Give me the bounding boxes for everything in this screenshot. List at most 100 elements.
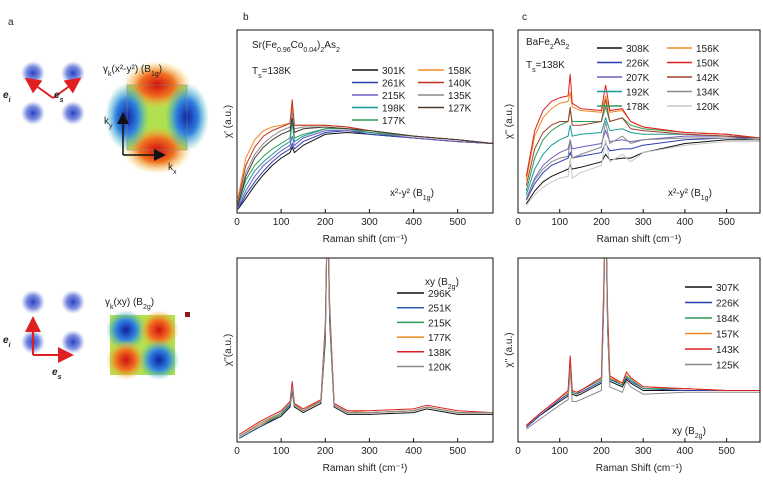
plot-lines [237, 99, 493, 210]
annotation: Ts=138K [526, 60, 565, 74]
plot-label-part: ) [703, 426, 706, 437]
plot-label-part: xy (B [425, 277, 448, 288]
legend-label: 142K [696, 73, 720, 84]
legend-label: 177K [382, 116, 406, 127]
diagram-a [21, 61, 209, 380]
plot-label-part: 1g [423, 195, 431, 202]
legend-label: 140K [448, 79, 472, 90]
legend-label: 261K [382, 79, 406, 90]
legend-label: 215K [382, 91, 406, 102]
vector-label-part: e [3, 335, 9, 346]
atom [21, 290, 45, 314]
legend-label: 135K [448, 91, 472, 102]
annotation-part: 2 [565, 44, 569, 51]
legend-label: 120K [428, 363, 452, 374]
annotation-part: s [532, 67, 536, 74]
x-tick-label: 500 [449, 217, 466, 228]
plot-lines [238, 258, 493, 439]
diagram-label-part: k [110, 304, 114, 311]
axis-name-part: k [104, 116, 110, 127]
series-line [525, 258, 760, 426]
atom [61, 290, 85, 314]
plot-label-part: ) [431, 188, 434, 199]
series-line [525, 121, 760, 199]
plot-frame [517, 29, 761, 214]
legend-label: 226K [626, 59, 650, 70]
diagram-label-part: (xy) (B [114, 297, 144, 308]
marker-square [185, 312, 190, 317]
vector-label: ei [3, 335, 12, 349]
legend-label: 127K [448, 104, 472, 115]
annotation-part: =138K [536, 60, 566, 71]
series-line [237, 131, 493, 210]
legend-label: 120K [696, 102, 720, 113]
diagram-label: γk(x²-y²) (B1g) [103, 64, 162, 78]
legend-label: 296K [428, 289, 452, 300]
legend-label: 308K [626, 44, 650, 55]
plot-frame [236, 29, 494, 214]
series-line [525, 99, 760, 186]
x-tick-label: 400 [405, 217, 422, 228]
vector-label-part: s [58, 374, 62, 381]
annotation-part: T [526, 60, 532, 71]
y-axis-title: χ'' (a.u.) [504, 104, 515, 139]
series-line [525, 116, 760, 195]
diagram-label: γk(xy) (B2g) [105, 297, 154, 311]
legend-label: 138K [428, 348, 452, 359]
legend-label: 307K [716, 283, 740, 294]
legend-label: 177K [428, 333, 452, 344]
x-axis-title: Raman Shift (cm⁻¹) [596, 463, 682, 474]
x-tick-label: 300 [361, 217, 378, 228]
legend-label: 192K [626, 88, 650, 99]
vector-label-part: i [9, 97, 12, 104]
series-line [525, 137, 760, 201]
lobe [106, 340, 146, 380]
series-line [526, 258, 760, 430]
series-line [237, 130, 493, 208]
plot-label-part: 2g [695, 433, 703, 440]
series-line [525, 105, 760, 192]
plot-frame [236, 257, 494, 443]
x-tick-label: 400 [677, 446, 694, 457]
x-tick-label: 300 [635, 446, 652, 457]
plot-label-part: ) [709, 188, 712, 199]
legend-label: 301K [382, 66, 406, 77]
legend-label: 157K [716, 330, 740, 341]
x-tick-label: 100 [273, 446, 290, 457]
x-tick-label: 400 [405, 446, 422, 457]
x-tick-label: 500 [718, 217, 735, 228]
legend-label: 215K [428, 318, 452, 329]
diagram-label-part: γ [103, 64, 108, 75]
atom [61, 330, 85, 354]
x-tick-label: 300 [361, 446, 378, 457]
x-tick-label: 200 [593, 217, 610, 228]
atom [21, 101, 45, 125]
annotation-part: 0.04 [303, 47, 317, 54]
legend-label: 150K [696, 59, 720, 70]
annotation-part: As [554, 37, 566, 48]
axis-name-part: y [109, 123, 113, 130]
vector-label-part: e [3, 90, 9, 101]
series-line [525, 73, 760, 177]
legend-label: 158K [448, 66, 472, 77]
x-tick-label: 0 [234, 217, 240, 228]
axis-name-part: k [168, 162, 174, 173]
legend-label: 143K [716, 345, 740, 356]
plot-lines [525, 258, 760, 430]
diagram-label-part: ) [151, 297, 154, 308]
atom [61, 61, 85, 85]
annotation-part: 2 [320, 47, 324, 54]
annotation: Ts=138K [252, 66, 291, 80]
legend-label: 184K [716, 314, 740, 325]
axis-name: kx [168, 162, 177, 176]
x-tick-label: 100 [551, 217, 568, 228]
y-axis-title: χ''(a.u.) [223, 334, 234, 366]
plot-label: xy (B2g) [425, 277, 459, 291]
vector-label-part: s [60, 97, 64, 104]
series-line [525, 139, 760, 207]
plot-lines [525, 73, 760, 207]
x-tick-label: 500 [449, 446, 466, 457]
vector-label-part: e [52, 367, 58, 378]
vector-label: es [54, 90, 64, 104]
axis-name: ky [104, 116, 113, 130]
